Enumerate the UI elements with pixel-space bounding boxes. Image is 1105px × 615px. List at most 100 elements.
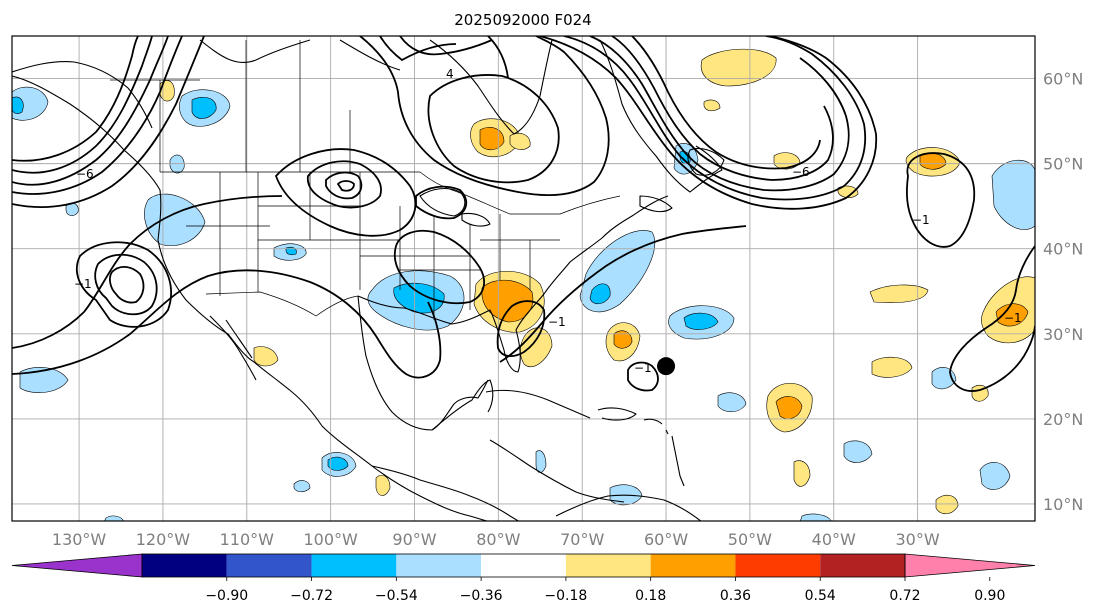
- colorbar-bin: [226, 554, 312, 577]
- contour-line: [12, 36, 153, 174]
- colorbar-bin: [565, 554, 651, 577]
- anomaly-blob: [191, 97, 217, 119]
- anomaly-blob: [793, 460, 811, 487]
- anomaly-blob: [683, 312, 719, 330]
- colorbar-tick-label: −0.18: [544, 588, 587, 604]
- map-panel: −6 4 −1 −1 −1 −6 −1 −1 130°W 120°W 110°W 10…: [11, 35, 1083, 549]
- hudson-bay: [429, 39, 553, 135]
- colorbar-bin: [142, 554, 227, 577]
- anomaly-blob: [293, 480, 311, 493]
- contour-line: [631, 36, 821, 170]
- contour-labels: −6 4 −1 −1 −1 −6 −1 −1: [74, 67, 1022, 375]
- puerto-rico: [643, 418, 663, 425]
- anomaly-blob: [375, 475, 391, 496]
- contour-label: −6: [792, 165, 810, 179]
- cuba: [485, 389, 591, 419]
- lon-tick-label: 120°W: [136, 530, 191, 549]
- colorbar: −0.90 −0.72 −0.54 −0.36 −0.18 0.18 0.36 0.54 0.7…: [11, 553, 1036, 604]
- contour-label: −1: [1004, 311, 1022, 325]
- colorbar-tick-label: −0.36: [460, 588, 503, 604]
- colorbar-extend-high: [904, 553, 1036, 578]
- lon-tick-label: 70°W: [560, 530, 604, 549]
- contour-label: −1: [634, 361, 652, 375]
- us-mexico-border: [205, 291, 359, 317]
- lesser-antilles: [665, 429, 685, 487]
- anomaly-blob: [991, 159, 1035, 230]
- colorbar-tick-label: 0.36: [720, 588, 751, 604]
- gulf-of-mexico-coast: [357, 195, 669, 373]
- lat-tick-label: 60°N: [1043, 70, 1083, 89]
- anomaly-blob: [12, 96, 24, 114]
- yucatan-coast: [431, 379, 494, 431]
- contour-label: −6: [76, 167, 94, 181]
- anomaly-blob: [700, 48, 777, 87]
- longitude-labels: 130°W 120°W 110°W 100°W 90°W 80°W 70°W 60°W 50°W…: [52, 530, 940, 549]
- colorbar-tick-label: −0.54: [375, 588, 418, 604]
- political-boundaries: [110, 40, 621, 320]
- coastlines: [12, 39, 725, 521]
- colorbar-extend-low: [11, 553, 143, 578]
- great-lakes: [419, 187, 491, 227]
- contour-line: [274, 148, 417, 237]
- contour-line: [499, 225, 747, 363]
- contour-line: [589, 36, 850, 192]
- contour-line: [94, 253, 158, 316]
- anomaly-blob: [773, 152, 801, 170]
- anomaly-blob: [935, 494, 959, 515]
- lon-tick-label: 110°W: [220, 530, 275, 549]
- contour-line: [75, 241, 172, 328]
- colorbar-bin: [650, 554, 736, 577]
- lon-tick-label: 130°W: [52, 530, 107, 549]
- colorbar-bin: [396, 554, 482, 577]
- contour-label: −1: [912, 213, 930, 227]
- contour-line: [949, 245, 1035, 392]
- anomaly-blob: [869, 284, 929, 303]
- colorbar-bin: [311, 554, 397, 577]
- lon-tick-label: 90°W: [392, 530, 436, 549]
- contour-line: [307, 160, 382, 209]
- colorbar-tick-label: 0.90: [974, 588, 1005, 604]
- anomaly-blob: [837, 185, 859, 198]
- contour-line: [627, 361, 659, 392]
- contour-line: [359, 36, 610, 197]
- anomaly-blob: [253, 346, 279, 367]
- lon-tick-label: 50°W: [728, 530, 772, 549]
- anomaly-blob: [589, 283, 611, 305]
- newfoundland: [687, 147, 725, 176]
- anomaly-blob: [613, 330, 633, 349]
- canadian-arctic: [199, 39, 401, 71]
- nova-scotia: [639, 195, 673, 213]
- colorbar-bin: [735, 554, 821, 577]
- lon-tick-label: 40°W: [812, 530, 856, 549]
- contour-line: [12, 36, 183, 195]
- anomaly-blob: [775, 396, 803, 419]
- anomaly-blob: [703, 99, 721, 112]
- contour-line: [563, 36, 867, 201]
- map-frame: [11, 35, 1036, 522]
- south-america-north-coast: [555, 494, 702, 521]
- contour-label: −1: [548, 315, 566, 329]
- contour-line: [393, 229, 485, 305]
- lat-tick-label: 50°N: [1043, 155, 1083, 174]
- anomaly-blob: [393, 282, 445, 314]
- gridlines: [12, 36, 1035, 521]
- contour-line: [109, 266, 145, 304]
- contour-line: [906, 152, 976, 248]
- contour-line: [379, 36, 509, 79]
- contour-line: [12, 36, 139, 162]
- anomaly-blob: [104, 515, 124, 521]
- anomaly-blob: [19, 367, 69, 393]
- lon-tick-label: 30°W: [896, 530, 940, 549]
- contour-line: [12, 36, 169, 186]
- colorbar-bin: [820, 554, 905, 577]
- colorbar-bin: [481, 554, 566, 577]
- baja-california: [209, 315, 257, 381]
- contour-line: [336, 180, 355, 192]
- us-state-borders: [186, 172, 560, 320]
- lon-tick-label: 80°W: [476, 530, 520, 549]
- lon-tick-label: 100°W: [303, 530, 358, 549]
- anomaly-blob: [159, 80, 175, 102]
- colorbar-tick-label: −0.72: [290, 588, 333, 604]
- contour-line: [427, 74, 560, 184]
